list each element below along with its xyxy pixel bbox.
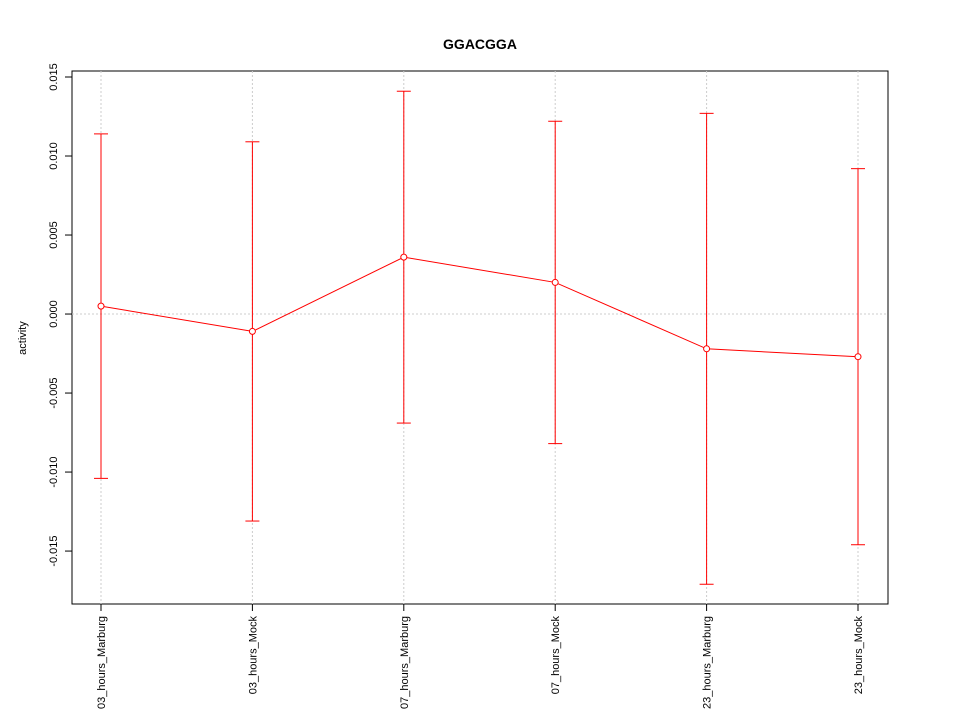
x-tick-label: 03_hours_Marburg <box>96 616 108 709</box>
x-tick-label: 07_hours_Marburg <box>399 616 411 709</box>
point <box>854 353 862 361</box>
y-tick-label: 0.005 <box>48 221 60 249</box>
point <box>703 345 711 353</box>
x-tick-label: 23_hours_Mock <box>853 616 865 695</box>
y-axis-label: activity <box>17 321 29 355</box>
y-tick-label: 0.015 <box>48 63 60 91</box>
point <box>400 253 408 261</box>
x-tick-label: 03_hours_Mock <box>247 616 259 695</box>
chart-title: GGACGGA <box>443 36 517 52</box>
y-tick-label: 0.010 <box>48 142 60 170</box>
x-tick-label: 23_hours_Marburg <box>702 616 714 709</box>
plot-frame <box>71 70 889 605</box>
line <box>100 256 859 358</box>
y-tick-label: -0.005 <box>48 377 60 408</box>
point <box>97 302 105 310</box>
point <box>551 278 559 286</box>
y-tick-label: -0.010 <box>48 456 60 487</box>
point <box>248 327 256 335</box>
x-tick-label: 07_hours_Mock <box>550 616 562 695</box>
y-tick-label: 0.000 <box>48 300 60 328</box>
y-tick-label: -0.015 <box>48 535 60 566</box>
